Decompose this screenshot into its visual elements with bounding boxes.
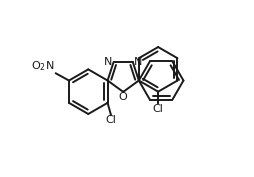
Text: O$_2$N: O$_2$N	[31, 59, 54, 73]
Text: N: N	[104, 57, 113, 67]
Text: N: N	[134, 57, 142, 67]
Text: O: O	[119, 92, 128, 102]
Text: Cl: Cl	[153, 104, 164, 114]
Text: Cl: Cl	[105, 115, 116, 125]
